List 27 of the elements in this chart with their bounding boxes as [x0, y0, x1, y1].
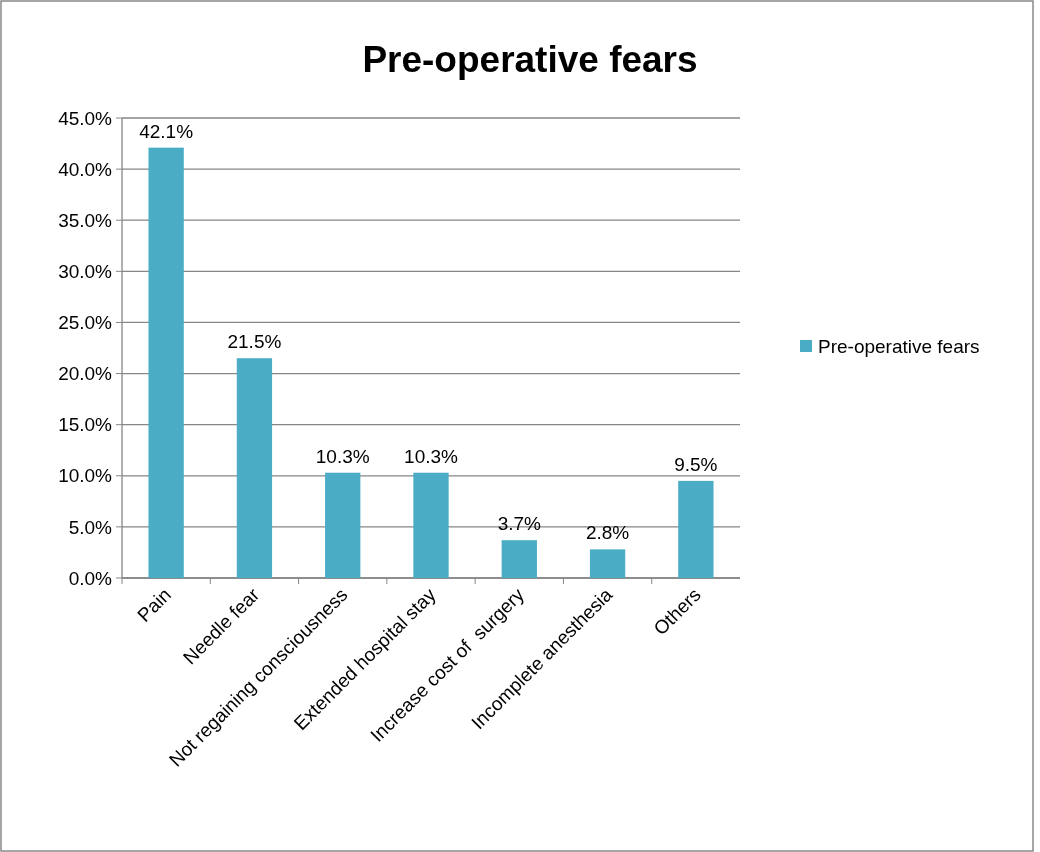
bar: [148, 147, 184, 578]
y-tick-label: 5.0%: [68, 516, 113, 538]
y-tick-label: 25.0%: [58, 312, 113, 334]
y-tick-label: 35.0%: [58, 209, 113, 231]
data-label: 21.5%: [227, 331, 282, 353]
data-label: 10.3%: [404, 445, 459, 467]
bar: [413, 472, 449, 578]
data-label: 3.7%: [497, 513, 542, 535]
y-tick-label: 30.0%: [58, 260, 113, 282]
x-tick-label: Pain: [133, 583, 175, 626]
data-label: 10.3%: [315, 445, 370, 467]
y-tick-label: 15.0%: [58, 414, 113, 436]
data-label: 2.8%: [585, 522, 630, 544]
data-label: 42.1%: [139, 120, 194, 142]
y-tick-label: 0.0%: [68, 567, 113, 589]
y-tick-label: 10.0%: [58, 465, 113, 487]
y-tick-label: 40.0%: [58, 158, 113, 180]
bar: [678, 480, 714, 578]
bar: [589, 549, 626, 578]
bar: [325, 472, 361, 578]
bar: [236, 358, 273, 578]
bar: [501, 540, 537, 578]
chart-title: Pre-operative fears: [362, 39, 698, 80]
y-tick-label: 45.0%: [58, 107, 113, 129]
y-tick-label: 20.0%: [58, 363, 113, 385]
legend-label: Pre-operative fears: [818, 335, 980, 357]
data-label: 9.5%: [674, 453, 718, 475]
